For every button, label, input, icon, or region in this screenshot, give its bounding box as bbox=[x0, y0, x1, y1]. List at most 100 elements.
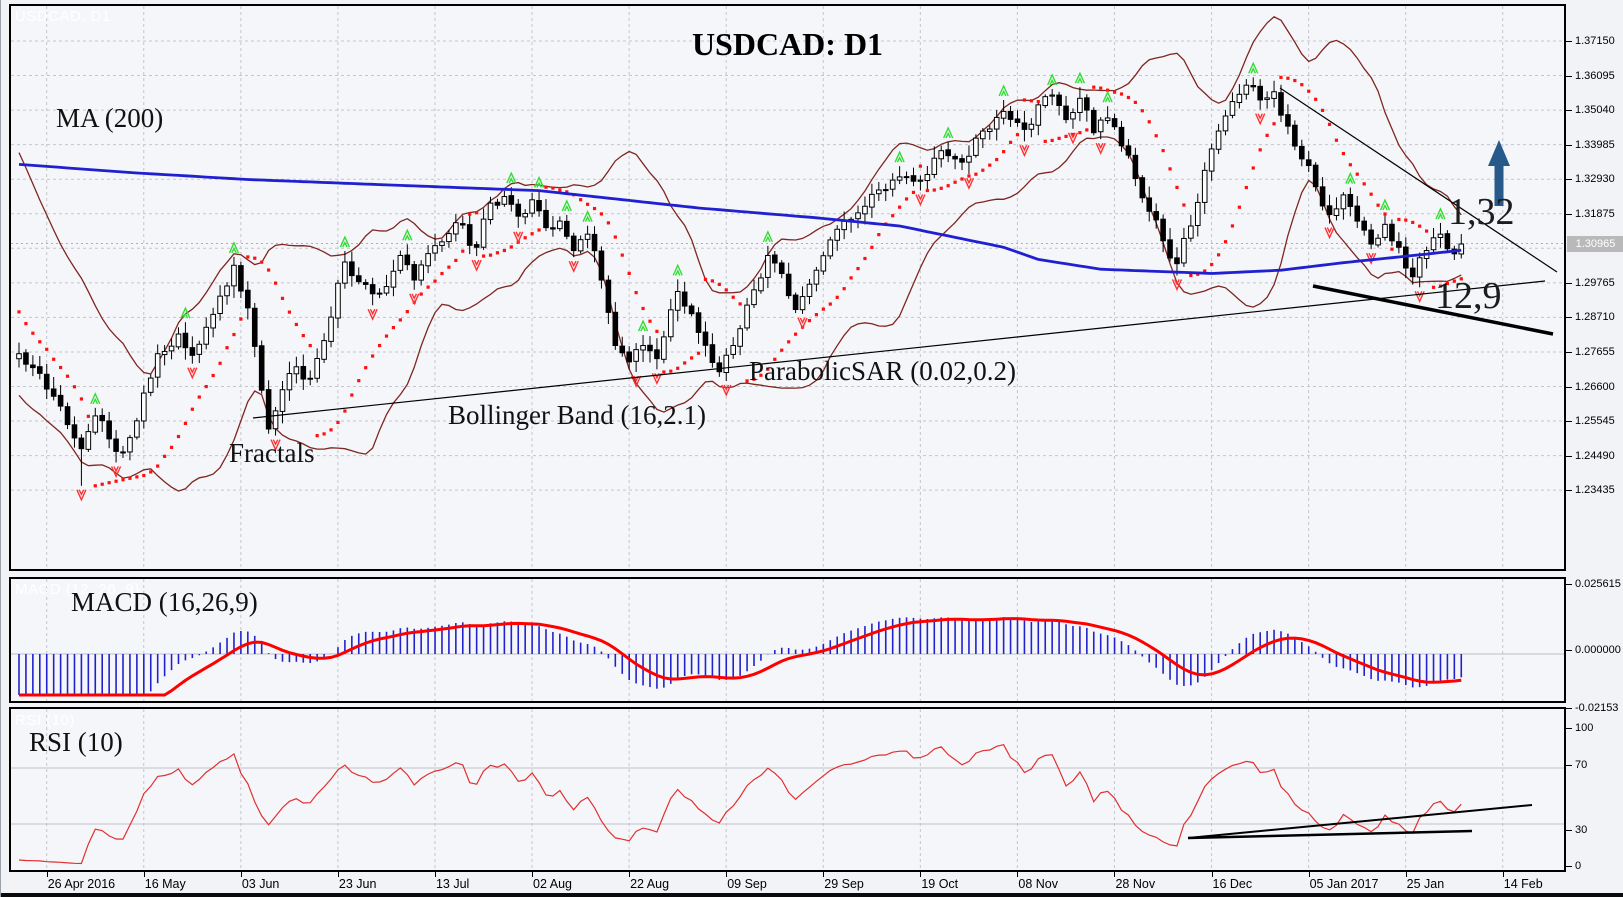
parabolic-sar-dots bbox=[17, 75, 1463, 488]
macd-signal-line bbox=[19, 617, 1462, 697]
macd-panel[interactable]: MACD (12, 26, 9) MACD (16,26,9) bbox=[9, 577, 1566, 703]
axis-tick-mark bbox=[1566, 708, 1572, 709]
rsi-axis-label: 30 bbox=[1575, 824, 1588, 836]
axis-tick-mark bbox=[1566, 317, 1572, 319]
main-chart-canvas[interactable] bbox=[11, 6, 1564, 569]
price-target-129-label[interactable]: 12,9 bbox=[1435, 275, 1502, 317]
macd-histogram bbox=[18, 617, 1463, 695]
price-axis-label: 1.32930 bbox=[1575, 173, 1615, 186]
window-bottom-border bbox=[1, 893, 1623, 897]
macd-label[interactable]: MACD (16,26,9) bbox=[71, 587, 258, 617]
date-tick-mark bbox=[1405, 872, 1407, 877]
date-label: 05 Jan 2017 bbox=[1309, 877, 1379, 891]
date-label: 02 Aug bbox=[533, 877, 572, 891]
date-label: 26 Apr 2016 bbox=[47, 877, 116, 891]
axis-tick-mark bbox=[1566, 455, 1572, 457]
date-tick-mark bbox=[532, 872, 534, 877]
rsi-trendline[interactable] bbox=[1187, 804, 1533, 839]
axis-tick-mark bbox=[1566, 830, 1572, 831]
axis-tick-mark bbox=[1566, 421, 1572, 423]
rsi-panel[interactable]: RSI (10) RSI (10) bbox=[9, 707, 1566, 872]
rsi-axis-label: 70 bbox=[1575, 759, 1588, 771]
date-tick-mark bbox=[46, 872, 48, 877]
chart-title: USDCAD: D1 bbox=[691, 26, 884, 62]
date-tick-mark bbox=[143, 872, 145, 877]
date-tick-mark bbox=[1211, 872, 1213, 877]
axis-tick-mark bbox=[1566, 765, 1572, 766]
date-label: 29 Sep bbox=[824, 877, 864, 891]
date-tick-mark bbox=[629, 872, 631, 877]
trendline[interactable] bbox=[1312, 284, 1554, 336]
current-price-badge: 1.30965 bbox=[1567, 236, 1623, 252]
up-arrow-annotation[interactable] bbox=[1488, 140, 1510, 206]
rsi-axis-label: 100 bbox=[1575, 722, 1594, 734]
date-label: 14 Feb bbox=[1503, 877, 1543, 891]
date-tick-mark bbox=[1308, 872, 1310, 877]
ma200-line[interactable] bbox=[18, 163, 1462, 275]
price-target-132-label[interactable]: 1,32 bbox=[1448, 191, 1515, 233]
date-label: 23 Jun bbox=[338, 877, 377, 891]
parabolic-sar-label[interactable]: ParabolicSAR (0.02,0.2) bbox=[749, 356, 1016, 386]
price-axis-label: 1.29765 bbox=[1575, 276, 1615, 289]
main-chart-panel[interactable]: USDCAD, D1 USDCAD: D1 MA (200) Parabolic… bbox=[9, 4, 1566, 571]
price-axis-label: 1.23435 bbox=[1575, 484, 1615, 497]
date-tick-mark bbox=[726, 872, 728, 877]
candles bbox=[16, 77, 1465, 486]
price-axis[interactable]: 1.30965 1.30820 1.371501.360951.350401.3… bbox=[1566, 0, 1623, 897]
axis-tick-mark bbox=[1566, 351, 1572, 353]
date-tick-mark bbox=[337, 872, 339, 877]
price-axis-label: 1.26600 bbox=[1575, 380, 1615, 393]
axis-tick-mark bbox=[1566, 650, 1572, 651]
axis-tick-mark bbox=[1566, 728, 1572, 729]
macd-axis-label: 0.000000 bbox=[1575, 644, 1621, 656]
date-tick-mark bbox=[920, 872, 922, 877]
ma-label[interactable]: MA (200) bbox=[56, 103, 164, 133]
fractals-label[interactable]: Fractals bbox=[229, 438, 315, 468]
date-tick-mark bbox=[240, 872, 242, 877]
axis-tick-mark bbox=[1566, 213, 1572, 215]
fractal-markers bbox=[76, 61, 1446, 502]
axis-tick-mark bbox=[1566, 41, 1572, 42]
date-label: 16 Dec bbox=[1212, 877, 1253, 891]
date-label: 16 May bbox=[144, 877, 186, 891]
date-label: 08 Nov bbox=[1018, 877, 1058, 891]
macd-axis-label: 0.025615 bbox=[1575, 578, 1621, 590]
price-axis-label: 1.31875 bbox=[1575, 207, 1615, 220]
trendline[interactable] bbox=[252, 280, 1546, 419]
axis-tick-mark bbox=[1566, 179, 1572, 181]
price-axis-label: 1.27655 bbox=[1575, 345, 1615, 358]
date-label: 22 Aug bbox=[630, 877, 670, 891]
price-axis-label: 1.33985 bbox=[1575, 138, 1615, 151]
axis-tick-mark bbox=[1566, 75, 1572, 77]
date-label: 25 Jan bbox=[1406, 877, 1445, 891]
rsi-axis-label: 0 bbox=[1575, 860, 1582, 872]
date-label: 19 Oct bbox=[921, 877, 959, 891]
rsi-line bbox=[18, 744, 1462, 865]
trendline[interactable] bbox=[1279, 87, 1558, 273]
date-label: 13 Jul bbox=[435, 877, 470, 891]
rsi-label[interactable]: RSI (10) bbox=[29, 727, 123, 757]
price-axis-label: 1.37150 bbox=[1575, 35, 1615, 47]
bollinger-band-label[interactable]: Bollinger Band (16,2.1) bbox=[448, 400, 706, 430]
date-tick-mark bbox=[434, 872, 436, 877]
date-label: 09 Sep bbox=[727, 877, 767, 891]
macd-axis-label: -0.02153 bbox=[1575, 702, 1619, 714]
axis-tick-mark bbox=[1566, 584, 1572, 585]
date-tick-mark bbox=[1114, 872, 1116, 877]
axis-tick-mark bbox=[1566, 386, 1572, 388]
date-label: 03 Jun bbox=[241, 877, 280, 891]
date-axis[interactable]: 26 Apr 2016 16 May 03 Jun 23 Jun 13 Jul 02 Au… bbox=[9, 872, 1566, 895]
axis-tick-mark bbox=[1566, 110, 1572, 112]
rsi-canvas bbox=[11, 709, 1564, 870]
price-axis-label: 1.25545 bbox=[1575, 415, 1615, 428]
rsi-trendline[interactable] bbox=[1187, 829, 1473, 840]
axis-tick-mark bbox=[1566, 282, 1572, 284]
axis-tick-mark bbox=[1566, 490, 1572, 492]
date-label: 28 Nov bbox=[1115, 877, 1156, 891]
macd-canvas bbox=[11, 579, 1564, 701]
price-axis-label: 1.36095 bbox=[1575, 69, 1615, 82]
price-axis-label: 1.28710 bbox=[1575, 311, 1615, 324]
axis-tick-mark bbox=[1566, 866, 1572, 867]
date-tick-mark bbox=[1502, 872, 1504, 877]
